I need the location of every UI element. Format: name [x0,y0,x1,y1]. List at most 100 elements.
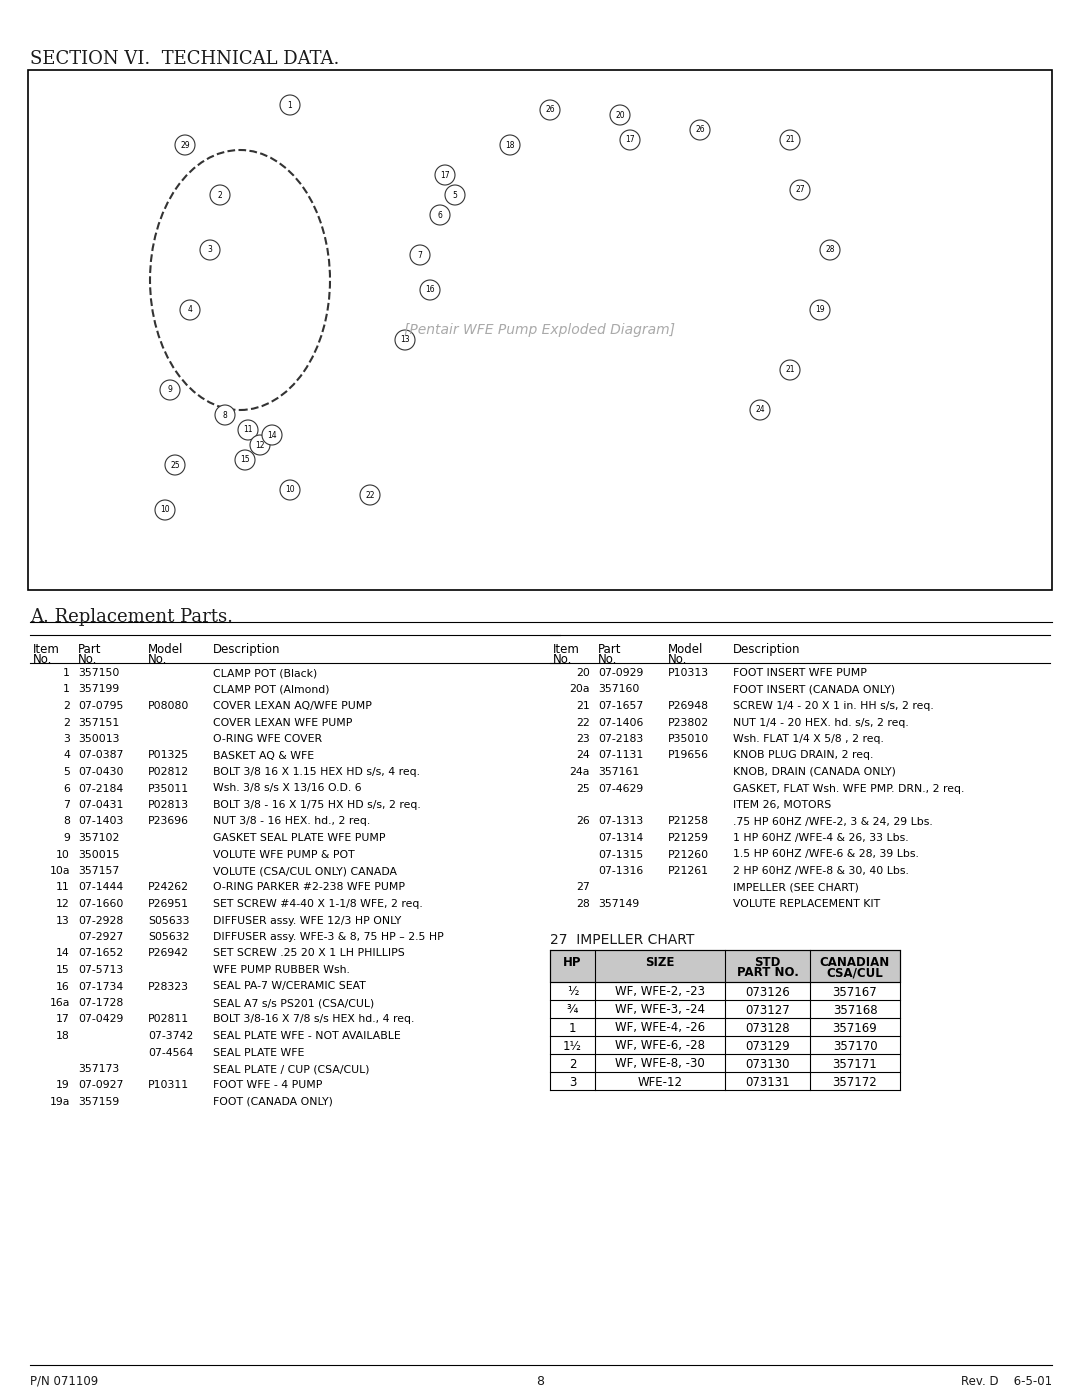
Text: 1: 1 [569,1021,577,1035]
Text: 15: 15 [240,455,249,464]
Text: 6: 6 [63,784,70,793]
Circle shape [410,244,430,265]
Text: S05632: S05632 [148,932,189,942]
Circle shape [430,205,450,225]
Text: 11: 11 [243,426,253,434]
Text: 27: 27 [795,186,805,194]
Text: ¾: ¾ [567,1003,578,1017]
Text: P21260: P21260 [669,849,710,859]
Text: 07-1403: 07-1403 [78,816,123,827]
Text: P23802: P23802 [669,718,710,728]
Text: P08080: P08080 [148,701,189,711]
Text: HP: HP [564,956,582,968]
Circle shape [500,136,519,155]
Text: 27: 27 [577,883,590,893]
Text: Part: Part [78,643,102,657]
Circle shape [180,300,200,320]
Text: P24262: P24262 [148,883,189,893]
Text: P19656: P19656 [669,750,708,760]
Text: No.: No. [553,652,572,666]
Circle shape [445,184,465,205]
Text: P/N 071109: P/N 071109 [30,1375,98,1389]
Text: P28323: P28323 [148,982,189,992]
Text: 07-1315: 07-1315 [598,849,644,859]
Text: KNOB, DRAIN (CANADA ONLY): KNOB, DRAIN (CANADA ONLY) [733,767,896,777]
Text: 22: 22 [365,490,375,500]
Circle shape [200,240,220,260]
Text: 16: 16 [426,285,435,295]
Text: 10: 10 [56,849,70,859]
Text: No.: No. [598,652,618,666]
Text: A. Replacement Parts.: A. Replacement Parts. [30,608,233,626]
Text: P02811: P02811 [148,1014,189,1024]
Circle shape [175,136,195,155]
Text: WF, WFE-2, -23: WF, WFE-2, -23 [615,985,705,999]
Text: 07-1660: 07-1660 [78,900,123,909]
Text: 3: 3 [207,246,213,254]
Text: 07-3742: 07-3742 [148,1031,193,1041]
Text: 9: 9 [167,386,173,394]
Text: P35011: P35011 [148,784,189,793]
Text: P26948: P26948 [669,701,708,711]
Text: 07-0929: 07-0929 [598,668,644,678]
Circle shape [210,184,230,205]
Text: SCREW 1/4 - 20 X 1 in. HH s/s, 2 req.: SCREW 1/4 - 20 X 1 in. HH s/s, 2 req. [733,701,934,711]
Bar [28,70,1052,590]
Text: P21258: P21258 [669,816,708,827]
Text: CLAMP POT (Almond): CLAMP POT (Almond) [213,685,329,694]
Text: 357159: 357159 [78,1097,119,1106]
Circle shape [360,485,380,504]
Text: 2: 2 [63,718,70,728]
Text: 357149: 357149 [598,900,639,909]
Circle shape [280,481,300,500]
Text: P21261: P21261 [669,866,708,876]
Text: 357102: 357102 [78,833,120,842]
Text: 18: 18 [56,1031,70,1041]
Text: 8: 8 [63,816,70,827]
Circle shape [810,300,831,320]
Text: 16a: 16a [50,997,70,1009]
Text: Wsh. 3/8 s/s X 13/16 O.D. 6: Wsh. 3/8 s/s X 13/16 O.D. 6 [213,784,362,793]
Text: 07-1652: 07-1652 [78,949,123,958]
Text: GASKET, FLAT Wsh. WFE PMP. DRN., 2 req.: GASKET, FLAT Wsh. WFE PMP. DRN., 2 req. [733,784,964,793]
Text: P26951: P26951 [148,900,189,909]
Text: 10: 10 [285,486,295,495]
Text: 14: 14 [56,949,70,958]
Circle shape [280,95,300,115]
Text: 25: 25 [171,461,179,469]
Text: DIFFUSER assy. WFE 12/3 HP ONLY: DIFFUSER assy. WFE 12/3 HP ONLY [213,915,402,925]
Text: P23696: P23696 [148,816,189,827]
Text: 073128: 073128 [745,1021,789,1035]
Text: 4: 4 [188,306,192,314]
Text: SET SCREW #4-40 X 1-1/8 WFE, 2 req.: SET SCREW #4-40 X 1-1/8 WFE, 2 req. [213,900,422,909]
Text: 1: 1 [63,685,70,694]
Text: CANADIAN: CANADIAN [820,956,890,968]
Text: 2 HP 60HZ /WFE-8 & 30, 40 Lbs.: 2 HP 60HZ /WFE-8 & 30, 40 Lbs. [733,866,909,876]
Text: Model: Model [148,643,184,657]
Circle shape [249,434,270,455]
Text: P02813: P02813 [148,800,189,810]
Text: SEAL PLATE WFE - NOT AVAILABLE: SEAL PLATE WFE - NOT AVAILABLE [213,1031,401,1041]
Text: DIFFUSER assy. WFE-3 & 8, 75 HP – 2.5 HP: DIFFUSER assy. WFE-3 & 8, 75 HP – 2.5 HP [213,932,444,942]
Circle shape [789,180,810,200]
Text: 357173: 357173 [78,1065,119,1074]
Circle shape [750,400,770,420]
Text: STD: STD [754,956,781,968]
Text: Part: Part [598,643,621,657]
Text: 5: 5 [63,767,70,777]
Text: 24: 24 [577,750,590,760]
Text: 07-2184: 07-2184 [78,784,123,793]
Text: 2: 2 [63,701,70,711]
Text: VOLUTE (CSA/CUL ONLY) CANADA: VOLUTE (CSA/CUL ONLY) CANADA [213,866,397,876]
Text: WFE-12: WFE-12 [637,1076,683,1088]
Text: 357171: 357171 [833,1058,877,1070]
Text: 3: 3 [569,1076,577,1088]
Text: .75 HP 60HZ /WFE-2, 3 & 24, 29 Lbs.: .75 HP 60HZ /WFE-2, 3 & 24, 29 Lbs. [733,816,933,827]
Text: ½: ½ [567,985,578,999]
Text: ITEM 26, MOTORS: ITEM 26, MOTORS [733,800,832,810]
Text: P21259: P21259 [669,833,708,842]
Text: 19: 19 [815,306,825,314]
Text: 28: 28 [577,900,590,909]
Text: 17: 17 [625,136,635,144]
Text: Description: Description [213,643,281,657]
